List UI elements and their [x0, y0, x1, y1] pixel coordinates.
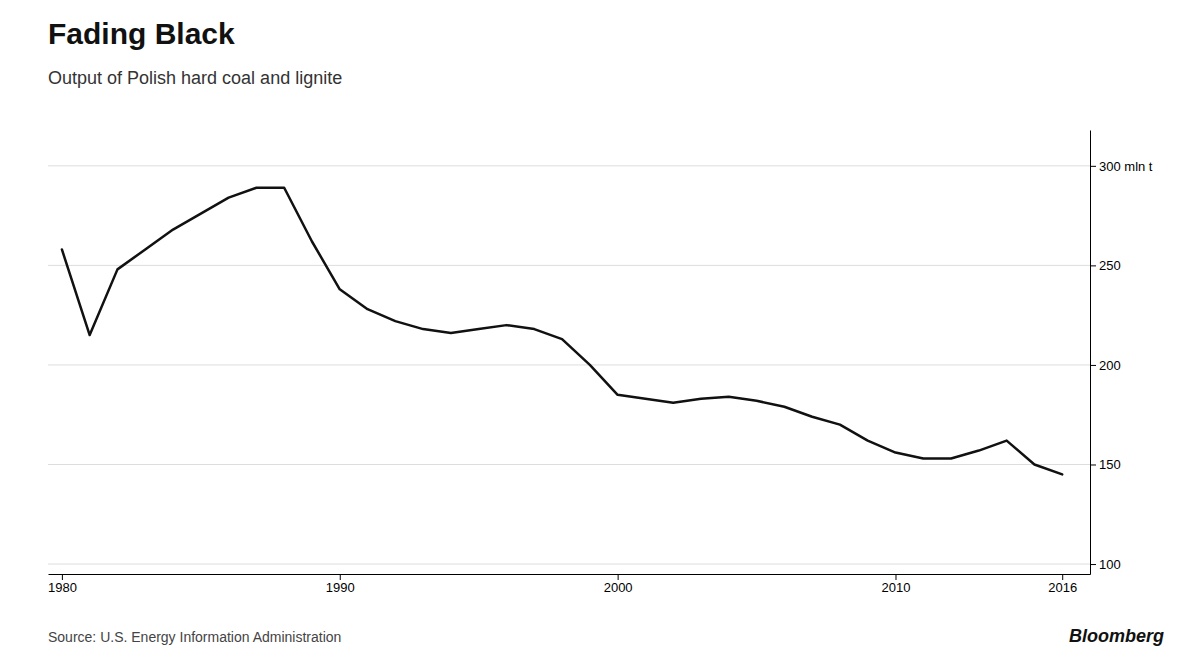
- x-tick: 1990: [326, 574, 355, 595]
- grid-line: [48, 564, 1090, 565]
- x-axis-line: [49, 574, 1091, 575]
- x-tick-mark: [895, 574, 896, 580]
- subtitle: Output of Polish hard coal and lignite: [48, 68, 342, 88]
- y-tick: 300 mln t: [1090, 158, 1153, 173]
- y-tick: 150: [1090, 457, 1121, 472]
- annotation: Source: U.S. Energy Information Administ…: [48, 629, 341, 645]
- x-axis: 1980 1990 2000 2010 2016: [48, 574, 1091, 595]
- y-tick: 250: [1090, 258, 1121, 273]
- grid-line: [48, 464, 1090, 465]
- x-tick-label: 1980: [48, 580, 77, 595]
- grid: [48, 166, 1090, 564]
- grid-line: [48, 265, 1090, 266]
- grid-line: [48, 165, 1090, 166]
- x-tick-label: 2010: [882, 580, 911, 595]
- y-tick-label: 300 mln t: [1099, 158, 1153, 173]
- y-tick-mark: [1090, 265, 1096, 266]
- y-tick: 200: [1090, 358, 1121, 373]
- grid-line: [48, 364, 1090, 365]
- annotation: Bloomberg: [1069, 626, 1164, 646]
- x-tick: 1980: [48, 574, 77, 595]
- y-axis-line: [1090, 131, 1091, 575]
- title: Fading Black: [48, 17, 235, 50]
- marks: [62, 188, 1062, 475]
- y-tick-mark: [1090, 166, 1096, 167]
- x-tick-mark: [340, 574, 341, 580]
- x-tick-mark: [62, 574, 63, 580]
- y-tick-label: 200: [1099, 358, 1121, 373]
- y-tick-mark: [1090, 365, 1096, 366]
- x-tick: 2016: [1048, 574, 1077, 595]
- line: [62, 188, 1062, 475]
- x-tick-label: 1990: [326, 580, 355, 595]
- x-tick: 2010: [882, 574, 911, 595]
- chart: Fading Black Output of Polish hard coal a…: [0, 0, 1200, 664]
- x-tick: 2000: [604, 574, 633, 595]
- plot: 100 150 200 250 300 mln t 1980 1990 2000 2010 201…: [48, 131, 1153, 596]
- background: [0, 0, 1200, 664]
- y-tick-label: 250: [1099, 258, 1121, 273]
- x-tick-label: 2000: [604, 580, 633, 595]
- x-tick-label: 2016: [1048, 580, 1077, 595]
- x-tick-mark: [1062, 574, 1063, 580]
- y-tick-mark: [1090, 564, 1096, 565]
- x-tick-mark: [618, 574, 619, 580]
- y-tick-label: 100: [1099, 557, 1121, 572]
- y-tick: 100: [1090, 557, 1121, 572]
- y-tick-label: 150: [1099, 457, 1121, 472]
- y-tick-mark: [1090, 464, 1096, 465]
- y-axis: 100 150 200 250 300 mln t: [1090, 131, 1153, 575]
